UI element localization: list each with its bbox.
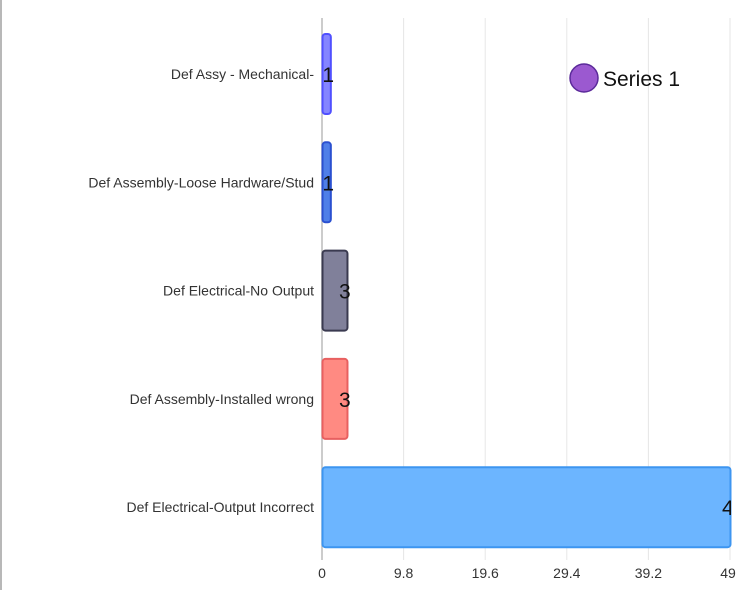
bar bbox=[321, 357, 349, 440]
category-label: Def Assy - Mechanical- bbox=[171, 66, 314, 82]
x-tick-label: 29.4 bbox=[553, 565, 580, 581]
bar bbox=[321, 141, 332, 224]
bar bbox=[321, 466, 732, 549]
x-tick-label: 39.2 bbox=[635, 565, 662, 581]
legend-label: Series 1 bbox=[603, 68, 680, 91]
category-label: Def Assembly-Loose Hardware/Stud bbox=[88, 174, 314, 190]
category-label: Def Electrical-Output Incorrect bbox=[126, 499, 314, 515]
legend-marker bbox=[569, 63, 599, 93]
data-label: 3 bbox=[339, 389, 351, 412]
category-label: Def Electrical-No Output bbox=[163, 283, 314, 299]
data-label: 1 bbox=[322, 64, 334, 87]
bar bbox=[321, 249, 349, 332]
data-label: 1 bbox=[322, 172, 334, 195]
x-tick-label: 0 bbox=[318, 565, 326, 581]
x-tick-label: 19.6 bbox=[472, 565, 499, 581]
x-tick-label: 49 bbox=[720, 565, 736, 581]
bar bbox=[321, 33, 332, 115]
category-label: Def Assembly-Installed wrong bbox=[130, 391, 314, 407]
x-tick-label: 9.8 bbox=[394, 565, 414, 581]
data-label: 3 bbox=[339, 281, 351, 304]
data-label: 49 bbox=[722, 497, 745, 520]
